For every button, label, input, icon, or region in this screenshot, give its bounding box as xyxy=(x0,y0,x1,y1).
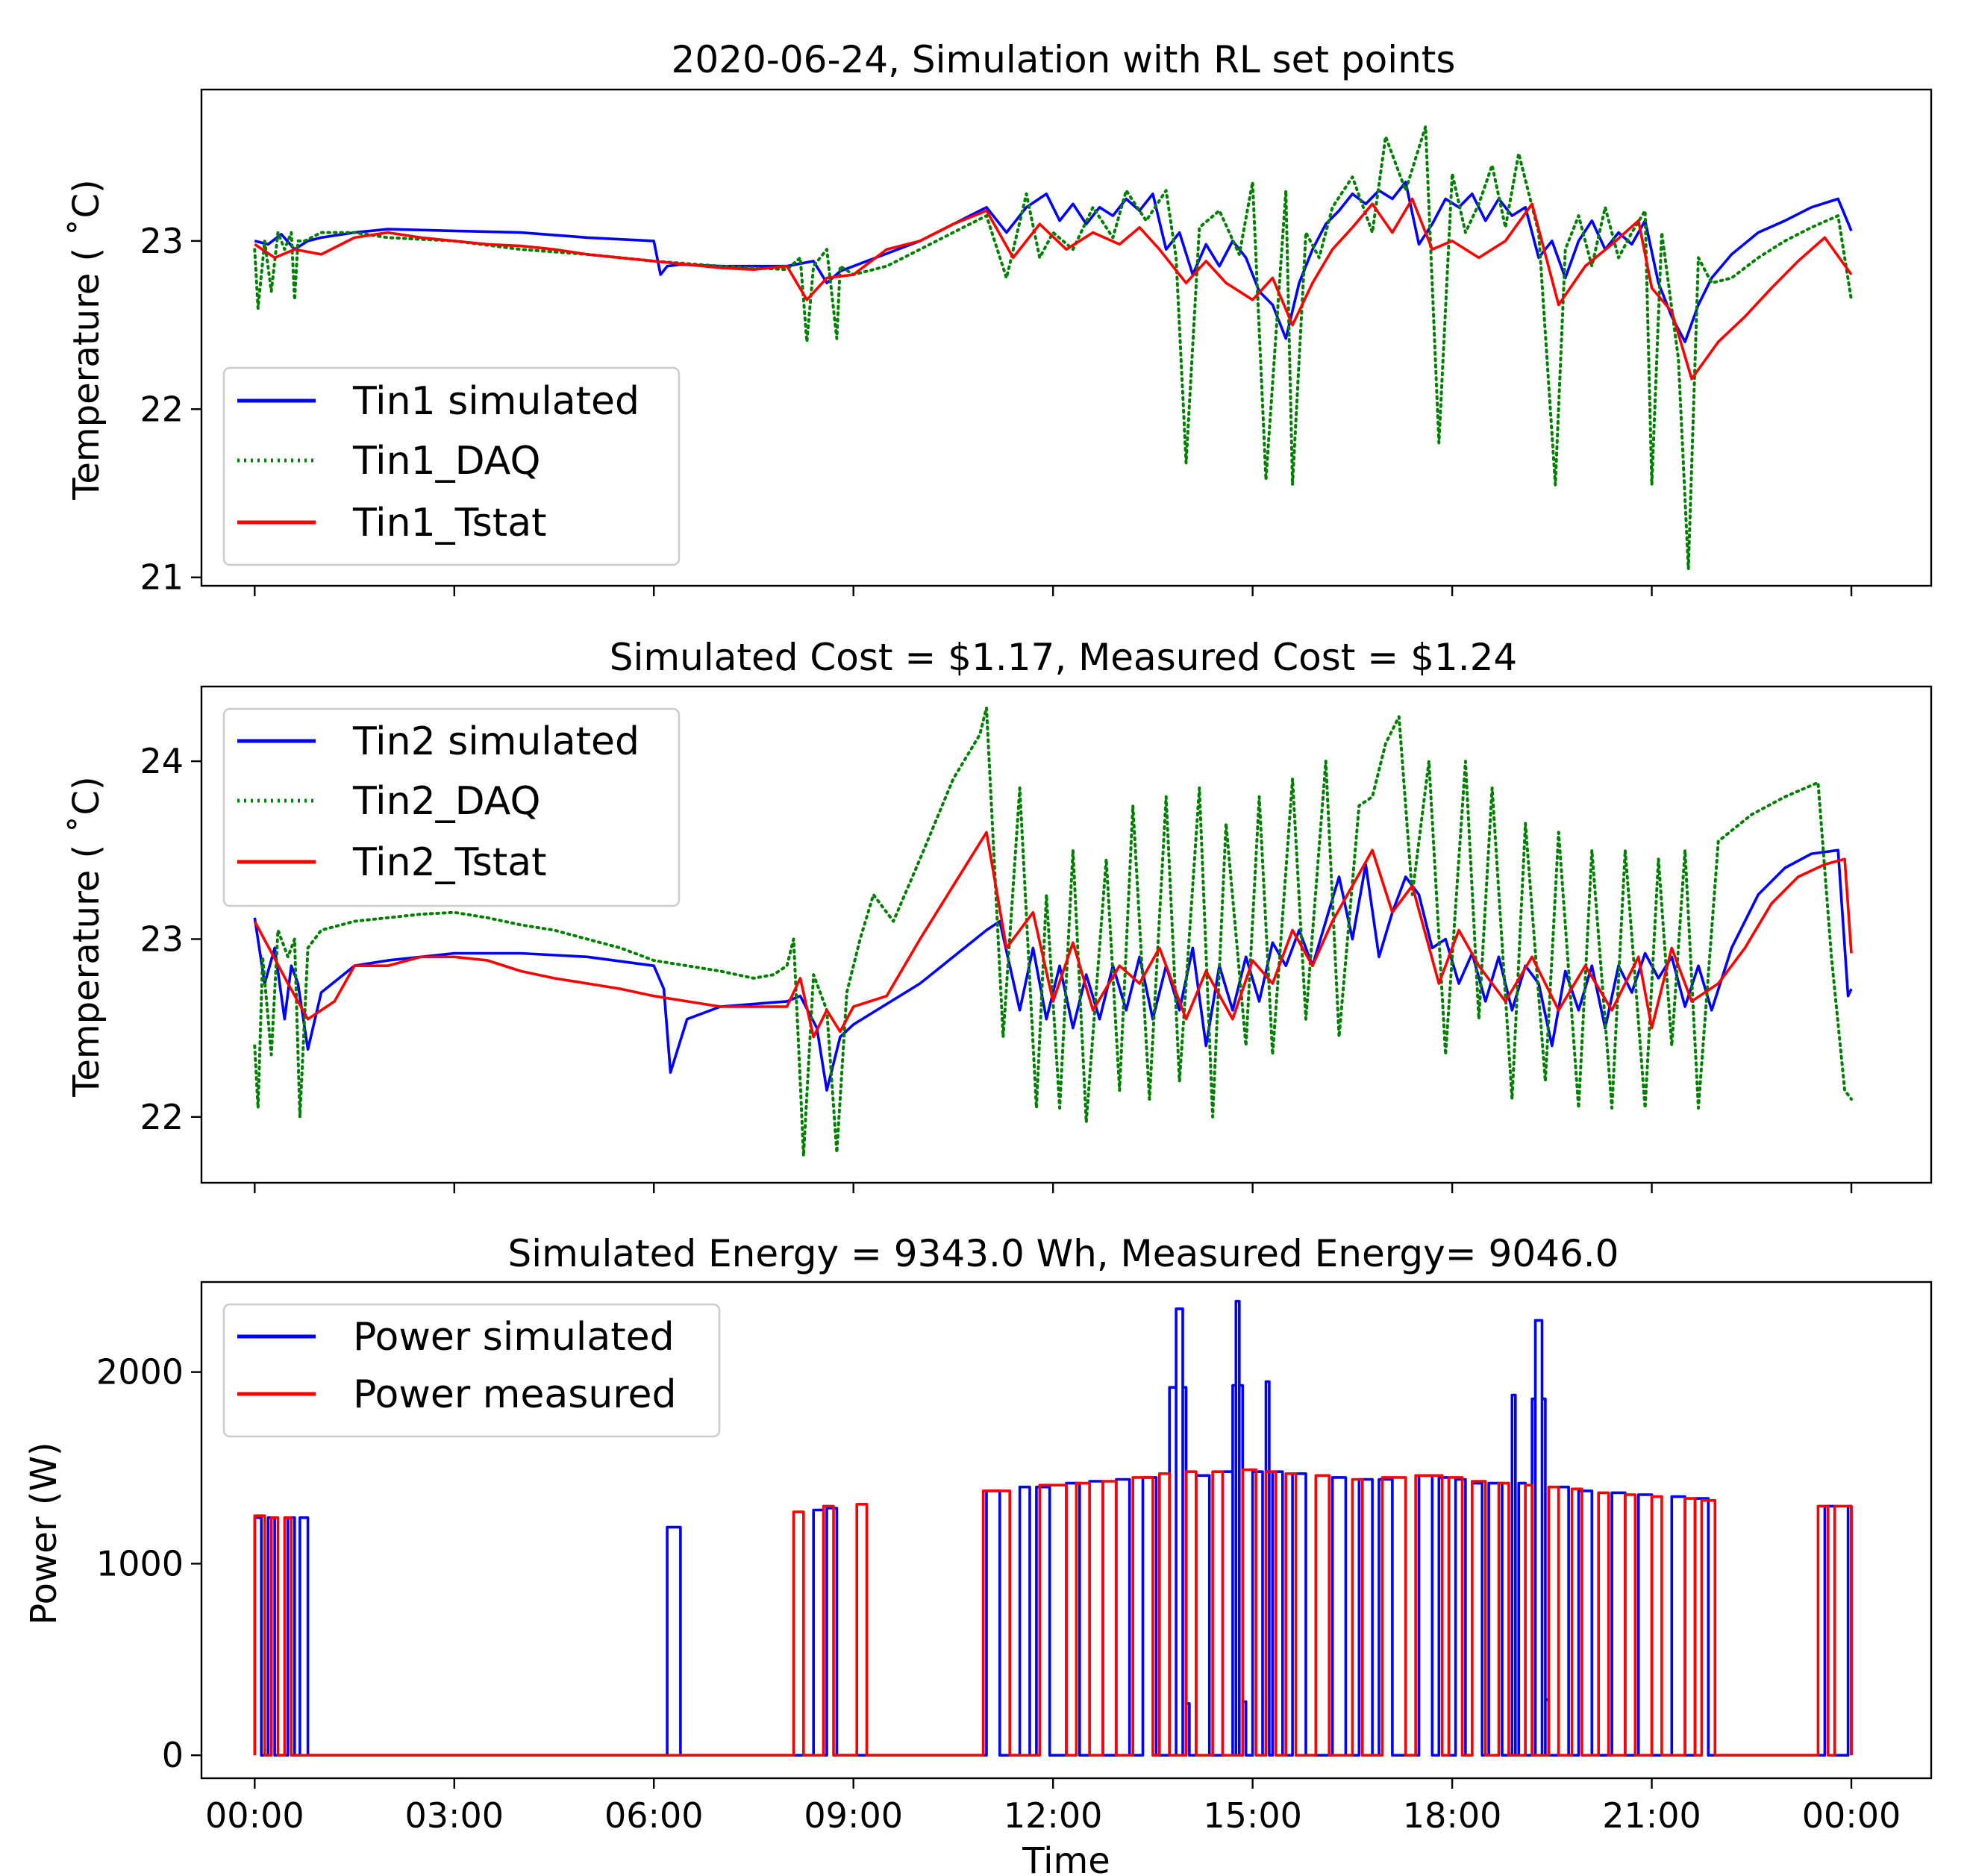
panel2-legend-box xyxy=(222,707,681,907)
panel-temperature-2: Simulated Cost = $1.17, Measured Cost = … xyxy=(66,636,1933,1193)
p1-series-tin1-simulated xyxy=(254,181,1853,343)
p1-ytick-label-21: 21 xyxy=(140,557,184,598)
panel1-plot-area xyxy=(253,125,1853,571)
p1-series-tin1-tstat xyxy=(254,197,1853,381)
p1-series-tin1-daq xyxy=(253,125,1853,571)
panel3-legend-box xyxy=(222,1303,721,1438)
legend-label-tin1-daq: Tin1_DAQ xyxy=(352,439,540,484)
panel1-ylabel: Temperature ( ˚C) xyxy=(66,179,107,501)
xtick-label-7: 21:00 xyxy=(1602,1795,1701,1836)
xtick-label-0: 00:00 xyxy=(205,1795,304,1836)
xtick-label-8: 00:00 xyxy=(1802,1795,1901,1836)
p1-ytick-label-23: 23 xyxy=(140,221,184,261)
panel-power: Simulated Energy = 9343.0 Wh, Measured E… xyxy=(23,1232,1933,1876)
legend-label-tin1-simulated: Tin1 simulated xyxy=(352,379,640,424)
p2-ytick-label-23: 23 xyxy=(140,919,184,959)
p2-ytick-label-22: 22 xyxy=(140,1097,184,1137)
panel1-frame xyxy=(200,88,1933,587)
panel3-frame xyxy=(200,1281,1933,1780)
panel2-ylabel: Temperature ( ˚C) xyxy=(66,776,107,1098)
panel-temperature-1: 2020-06-24, Simulation with RL set point… xyxy=(66,38,1933,598)
p1-ytick-label-22: 22 xyxy=(140,389,184,429)
p2-series-tin2-daq xyxy=(253,706,1853,1158)
panel3-title: Simulated Energy = 9343.0 Wh, Measured E… xyxy=(508,1232,1619,1275)
legend-label-tin2-simulated: Tin2 simulated xyxy=(352,719,640,764)
xtick-label-6: 18:00 xyxy=(1403,1795,1502,1836)
panel1-title: 2020-06-24, Simulation with RL set point… xyxy=(672,38,1456,81)
p3-ytick-label-2000: 2000 xyxy=(96,1352,184,1392)
xtick-label-4: 12:00 xyxy=(1004,1795,1103,1836)
panel2-legend: Tin2 simulated Tin2_DAQ Tin2_Tstat xyxy=(222,707,681,907)
legend-label-power-simulated: Power simulated xyxy=(353,1315,675,1360)
xtick-label-3: 09:00 xyxy=(804,1795,903,1836)
p3-ytick-label-0: 0 xyxy=(162,1735,184,1775)
legend-label-tin2-daq: Tin2_DAQ xyxy=(352,779,540,824)
p2-series-tin2-tstat xyxy=(253,831,1853,1039)
p3-series-power-measured xyxy=(253,1468,1853,1757)
p2-series-tin2-simulated xyxy=(253,848,1853,1092)
panel3-ylabel: Power (W) xyxy=(23,1442,65,1625)
legend-label-power-measured: Power measured xyxy=(353,1372,677,1417)
panel3-plot-area xyxy=(253,1299,1853,1757)
xtick-label-1: 03:00 xyxy=(404,1795,504,1836)
panel1-legend: Tin1 simulated Tin1_DAQ Tin1_Tstat xyxy=(222,366,681,566)
panel3-legend: Power simulated Power measured xyxy=(222,1303,721,1438)
p2-ytick-label-24: 24 xyxy=(140,741,184,781)
panel2-frame xyxy=(200,685,1933,1184)
legend-label-tin1-tstat: Tin1_Tstat xyxy=(352,501,547,545)
xtick-label-2: 06:00 xyxy=(604,1795,704,1836)
panel1-legend-box xyxy=(222,366,681,566)
panel2-title: Simulated Cost = $1.17, Measured Cost = … xyxy=(610,636,1517,679)
panel2-plot-area xyxy=(253,706,1853,1158)
panel3-xlabel: Time xyxy=(1022,1840,1110,1876)
xtick-label-5: 15:00 xyxy=(1203,1795,1302,1836)
legend-label-tin2-tstat: Tin2_Tstat xyxy=(352,840,547,885)
p3-ytick-label-1000: 1000 xyxy=(96,1543,184,1583)
